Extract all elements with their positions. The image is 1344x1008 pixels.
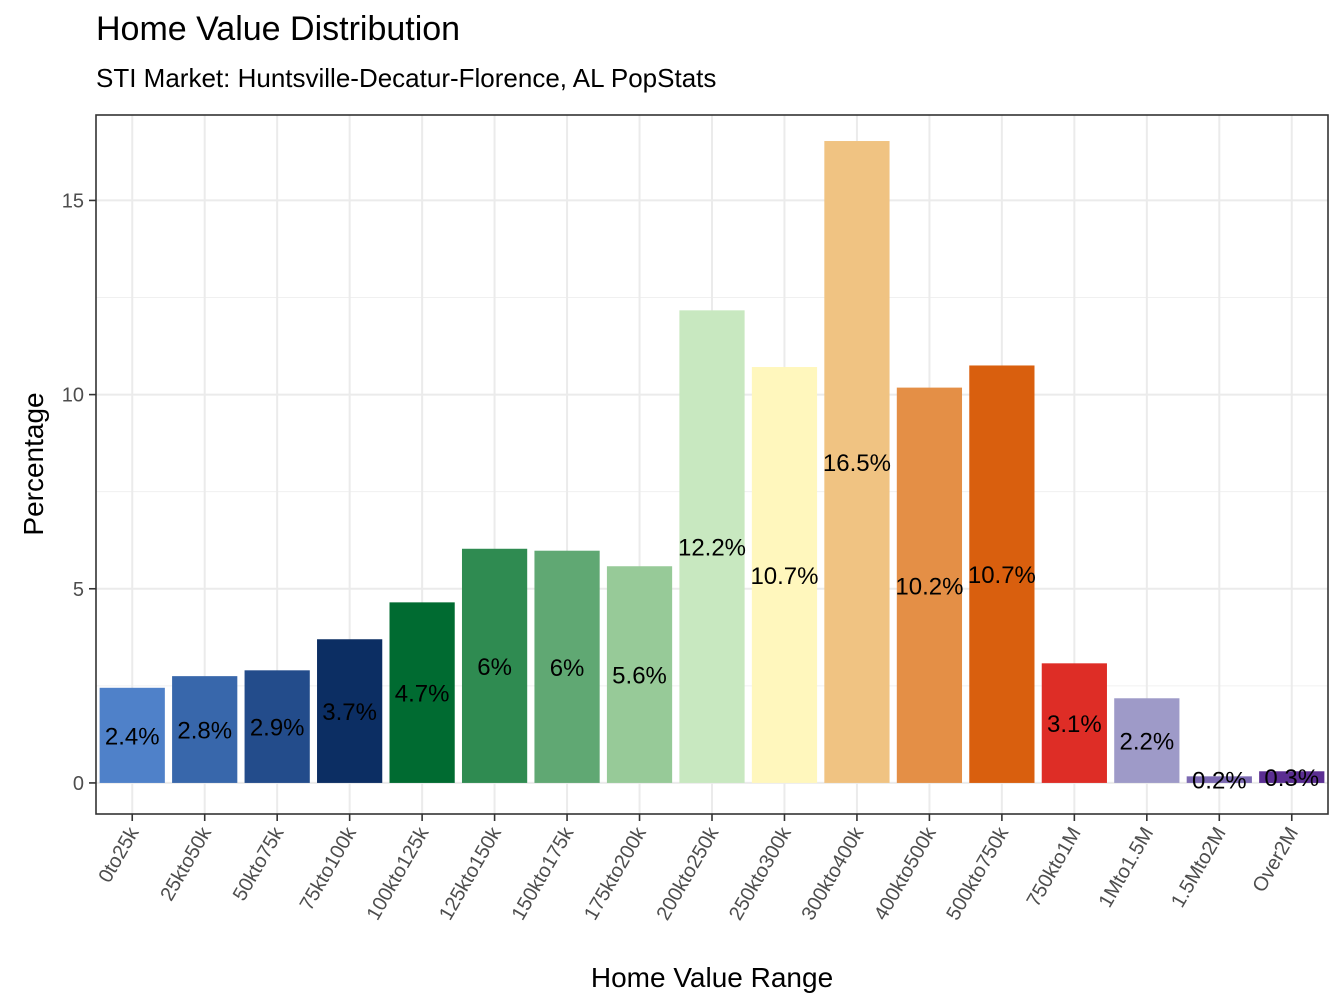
- data-label: 2.9%: [250, 715, 305, 742]
- x-tick-label: 25kto50k: [156, 823, 216, 905]
- data-label: 3.1%: [1047, 711, 1102, 738]
- x-axis: 0to25k 25kto50k 50kto75k 75kto100k 100kto125…: [94, 814, 1303, 924]
- bar-1-5mto2m: [1186, 776, 1252, 783]
- bar-400kto500k: [896, 387, 963, 783]
- bar-500kto750k: [969, 365, 1035, 783]
- data-label: 16.5%: [823, 450, 891, 477]
- x-tick-label: 125kto150k: [435, 823, 506, 924]
- data-label: 2.2%: [1119, 729, 1174, 756]
- bar-over2m: [1259, 771, 1325, 783]
- x-tick-label: 1.5Mto2M: [1167, 824, 1231, 912]
- data-label: 4.7%: [395, 681, 450, 708]
- x-tick-label: 0to25k: [94, 823, 144, 887]
- bar-750kto1m: [1041, 663, 1107, 783]
- bar-125kto150k: [461, 548, 528, 783]
- bar-100kto125k: [389, 602, 455, 783]
- x-tick-label: 75kto100k: [296, 823, 362, 915]
- x-tick-label: 150kto175k: [508, 823, 579, 924]
- data-label: 12.2%: [678, 535, 746, 562]
- x-tick-label: 1Mto1.5M: [1095, 824, 1159, 912]
- x-tick-label: 300kto400k: [798, 823, 869, 924]
- y-tick-label: 0: [73, 773, 84, 795]
- x-tick-label: Over2M: [1248, 824, 1303, 897]
- x-tick-label: 400kto500k: [870, 823, 941, 924]
- x-tick-label: 250kto300k: [725, 823, 796, 924]
- bar-25kto50k: [172, 676, 238, 783]
- y-tick-label: 15: [62, 190, 84, 212]
- x-tick-label: 500kto750k: [942, 823, 1013, 924]
- bars-group: [99, 141, 1325, 783]
- data-label: 10.7%: [968, 562, 1036, 589]
- x-tick-label: 50kto75k: [229, 823, 289, 905]
- bar-50kto75k: [244, 670, 310, 783]
- data-label: 6%: [477, 654, 512, 681]
- y-tick-label: 10: [62, 385, 84, 407]
- bar-150kto175k: [534, 550, 600, 783]
- x-tick-label: 175kto200k: [580, 823, 651, 924]
- data-label: 2.8%: [177, 718, 232, 745]
- data-label: 6%: [550, 655, 585, 682]
- chart-title: Home Value Distribution: [96, 10, 461, 48]
- bar-250kto300k: [751, 367, 818, 783]
- bar-200kto250k: [679, 310, 745, 783]
- y-tick-label: 5: [73, 579, 84, 601]
- data-label: 2.4%: [105, 723, 160, 750]
- data-label: 0.2%: [1192, 768, 1247, 795]
- data-label: 0.3%: [1264, 765, 1319, 792]
- bar-75kto100k: [317, 639, 383, 783]
- chart-subtitle: STI Market: Huntsville-Decatur-Florence,…: [96, 63, 717, 93]
- x-tick-label: 200kto250k: [653, 823, 724, 924]
- bar-labels-group: 2.4% 2.8% 2.9%3.7%4.7%6% 6% 5.6%12.2%10.7%16…: [105, 450, 1319, 795]
- data-label: 10.7%: [750, 563, 818, 590]
- bar-175kto200k: [606, 566, 673, 783]
- x-tick-label: 750kto1M: [1023, 824, 1086, 911]
- x-axis-title: Home Value Range: [591, 962, 833, 993]
- data-label: 3.7%: [322, 699, 377, 726]
- y-axis: 0 5 10 15: [62, 190, 96, 795]
- bar-300kto400k: [824, 141, 890, 783]
- bar-1mto1-5m: [1114, 698, 1180, 783]
- x-tick-label: 100kto125k: [363, 823, 434, 924]
- y-axis-title: Percentage: [18, 392, 49, 535]
- data-label: 5.6%: [612, 663, 667, 690]
- bar-0to25k: [99, 687, 165, 783]
- data-label: 10.2%: [895, 573, 963, 600]
